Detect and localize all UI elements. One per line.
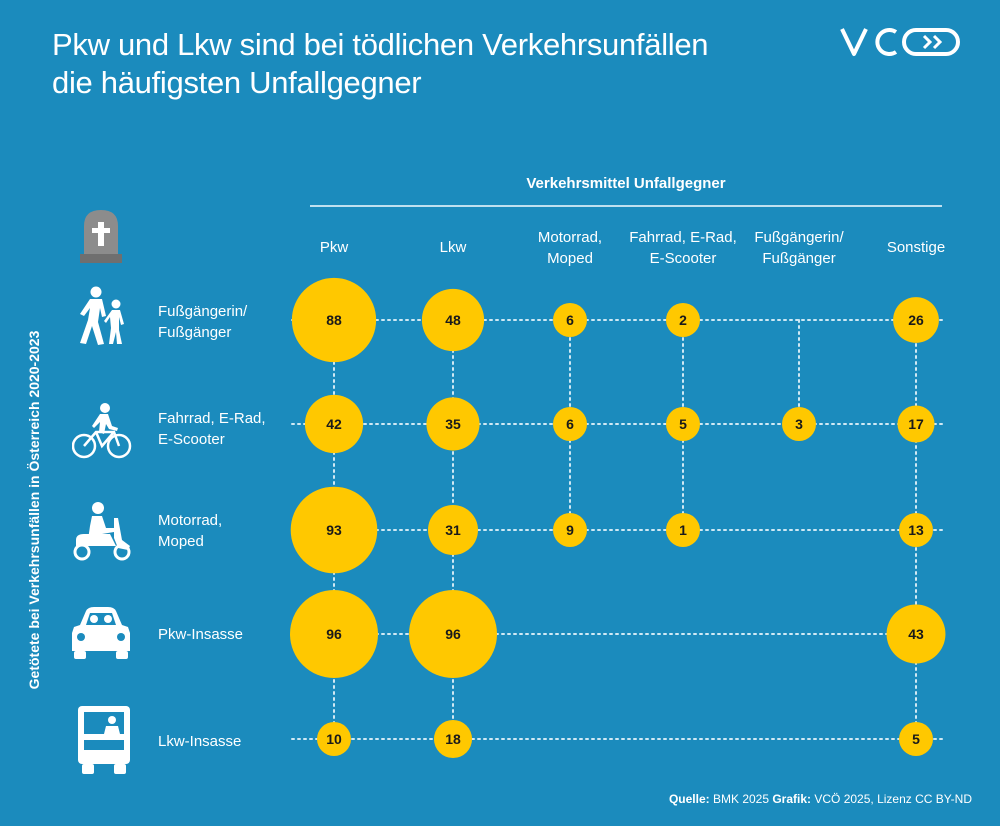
row-label-pkw-insasse: Pkw-Insasse [158,626,244,643]
bubble-circle [290,590,378,678]
truck-icon [74,704,134,781]
bubble-circle [290,486,378,574]
bubble-value-label: 5 [679,416,687,432]
bubble-value-label: 43 [908,626,924,642]
data-bubble: 9 [553,513,587,547]
bubble-circle [421,288,485,352]
bubble-circle [899,513,933,547]
bubble-circle [666,303,700,337]
data-bubble: 2 [666,303,700,337]
bubble-circle [666,513,700,547]
bubble-value-label: 26 [908,312,924,328]
data-bubble: 13 [899,513,933,547]
bubble-value-label: 35 [445,416,461,432]
column-header-pkw: Pkw [319,239,349,256]
bubble-circle [304,394,364,454]
bubble-value-label: 31 [445,522,461,538]
bubble-value-label: 1 [679,522,687,538]
data-bubble: 35 [426,397,480,451]
vco-logo [840,26,962,63]
bubble-value-label: 10 [326,731,342,747]
bubble-circle [893,297,939,343]
car-icon [68,605,134,666]
bubble-value-label: 88 [326,312,342,328]
bubble-value-label: 3 [795,416,803,432]
bubble-circle [782,407,816,441]
column-header-fussgaenger: Fußgängerin/ Fußgänger [754,229,844,267]
data-bubble: 26 [893,297,939,343]
column-header-lkw: Lkw [439,239,467,256]
data-bubble: 48 [421,288,485,352]
bubble-circle [899,722,933,756]
data-bubble: 3 [782,407,816,441]
bubble-value-label: 6 [566,312,574,328]
row-label-lkw-insasse: Lkw-Insasse [158,733,242,750]
data-bubble: 42 [304,394,364,454]
bubble-value-label: 17 [908,416,924,432]
bubble-circle [427,504,479,556]
data-bubble: 5 [666,407,700,441]
data-bubble: 17 [897,405,935,443]
data-bubble: 96 [409,590,497,678]
bubble-circle [409,590,497,678]
column-header-sonstige: Sonstige [886,239,946,256]
data-bubble: 5 [899,722,933,756]
column-group-rule [310,205,942,207]
bubble-circle [886,604,946,664]
bubble-value-label: 9 [566,522,574,538]
column-group-label: Verkehrsmittel Unfallgegner [526,175,726,192]
bubble-circle [897,405,935,443]
bubble-circle [553,407,587,441]
row-label-motorrad: Motorrad, Moped [158,512,223,550]
bubble-value-label: 93 [326,522,342,538]
bubble-value-label: 5 [912,731,920,747]
bubble-value-label: 42 [326,416,342,432]
bubble-value-label: 96 [445,626,461,642]
bubble-value-label: 18 [445,731,461,747]
bubble-circle [426,397,480,451]
bubble-circle [553,513,587,547]
data-bubble: 6 [553,407,587,441]
bubble-circle [553,303,587,337]
row-label-fahrrad: Fahrrad, E-Rad, E-Scooter [158,410,266,448]
title-line-1: Pkw und Lkw sind bei tödlichen Verkehrsu… [52,27,709,62]
bubble-circle [666,407,700,441]
column-header-motorrad: Motorrad, Moped [537,229,603,267]
column-header-fahrrad: Fahrrad, E-Rad, E-Scooter [629,229,737,267]
data-bubble: 31 [427,504,479,556]
gravestone-icon [78,208,124,269]
bubble-circle [433,719,473,759]
data-bubble: 6 [553,303,587,337]
data-bubble: 93 [290,486,378,574]
bubble-value-label: 48 [445,312,461,328]
data-bubble: 1 [666,513,700,547]
data-bubble: 10 [317,722,351,756]
pedestrians-icon [76,286,132,353]
scooter-rider-icon [70,500,132,567]
vco-logo-icon [840,28,960,56]
data-bubble: 88 [291,277,377,363]
bubble-circle [317,722,351,756]
bubble-circle [291,277,377,363]
data-bubble: 43 [886,604,946,664]
page-title: Pkw und Lkw sind bei tödlichen Verkehrsu… [52,26,709,102]
bubble-value-label: 13 [908,522,924,538]
data-bubble: 18 [433,719,473,759]
cyclist-icon [71,402,132,465]
data-bubble: 96 [290,590,378,678]
source-note: Quelle: BMK 2025 Grafik: VCÖ 2025, Lizen… [668,792,972,806]
title-line-2: die häufigsten Unfallgegner [52,65,422,100]
bubble-value-label: 2 [679,312,687,328]
bubble-value-label: 6 [566,416,574,432]
bubble-value-label: 96 [326,626,342,642]
row-label-fussgaenger: Fußgängerin/ Fußgänger [158,303,248,341]
